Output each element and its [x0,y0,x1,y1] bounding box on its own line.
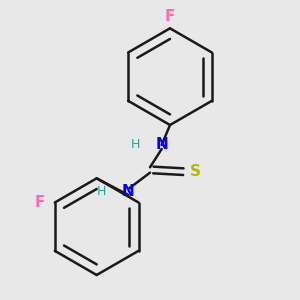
Text: S: S [190,164,200,179]
Text: H: H [130,139,140,152]
Text: F: F [165,9,175,24]
Text: H: H [97,185,106,198]
Text: N: N [155,137,168,152]
Text: N: N [122,184,135,199]
Text: F: F [34,195,45,210]
